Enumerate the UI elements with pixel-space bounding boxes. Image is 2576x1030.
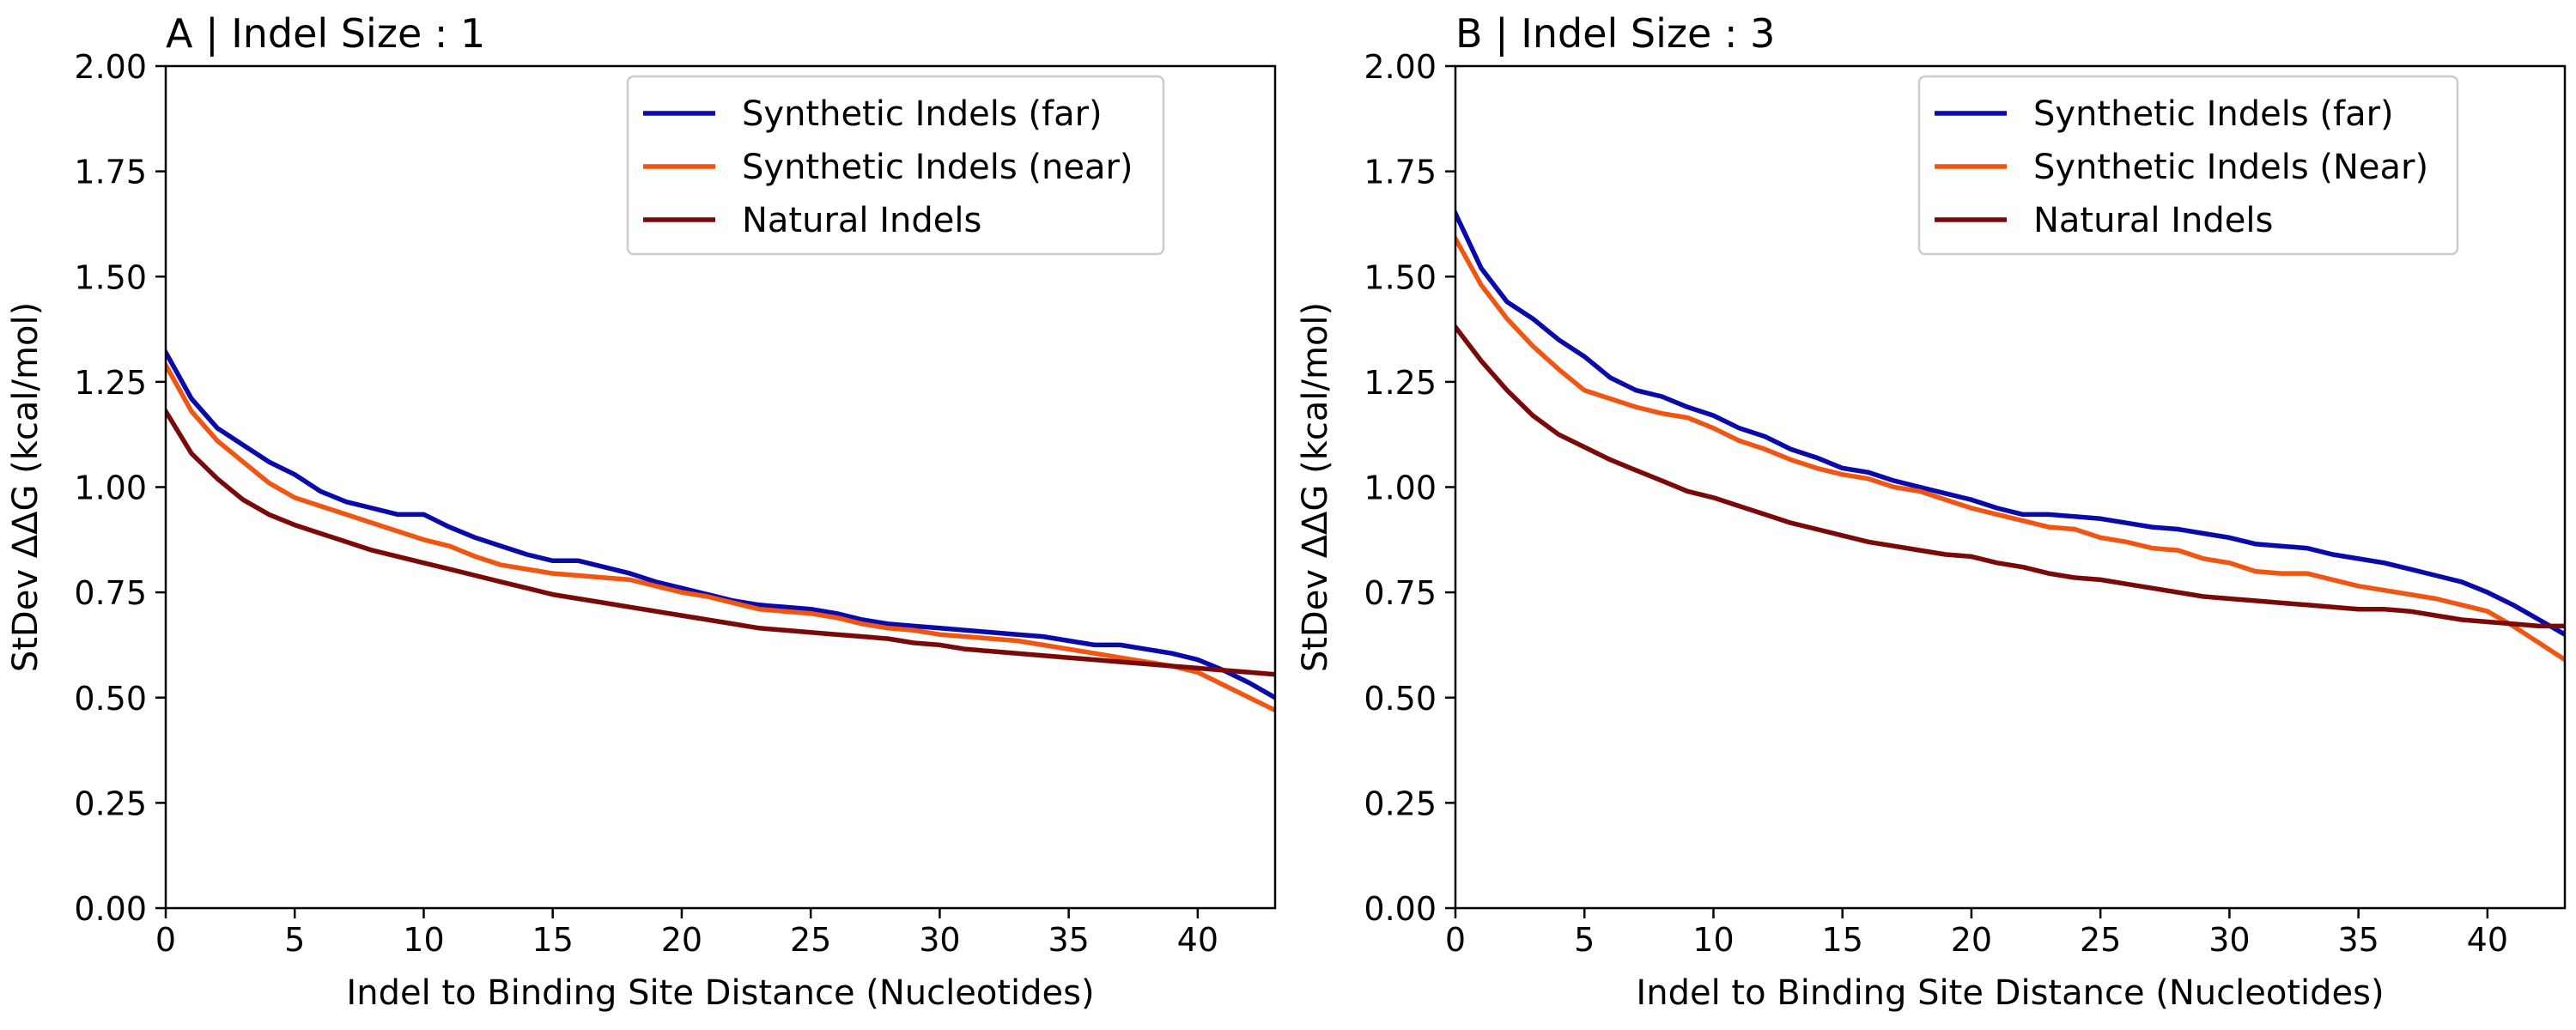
chart-title: B | Indel Size : 3 — [1455, 10, 1775, 58]
legend-box — [626, 75, 1165, 256]
x-tick-label: 25 — [2080, 921, 2121, 959]
x-tick-label: 30 — [919, 921, 960, 959]
y-tick-label: 1.25 — [1364, 364, 1437, 402]
x-tick-label: 35 — [1048, 921, 1089, 959]
series-line-2 — [1455, 235, 2565, 663]
y-tick-label: 1.25 — [74, 364, 147, 402]
x-tick-label: 20 — [661, 921, 702, 959]
y-tick-label: 1.00 — [1364, 470, 1437, 507]
x-tick-label: 35 — [2337, 921, 2379, 959]
series-line-3 — [1455, 324, 2565, 629]
y-axis-label: StDev ΔΔG (kcal/mol) — [1296, 302, 1335, 672]
legend-label: Synthetic Indels (far) — [742, 94, 1103, 134]
y-tick-label: 0.75 — [1364, 574, 1437, 612]
x-tick-label: 15 — [532, 921, 574, 959]
x-tick-label: 40 — [1177, 921, 1218, 959]
x-tick-label: 5 — [284, 921, 305, 959]
x-tick-label: 5 — [1574, 921, 1595, 959]
legend-label: Synthetic Indels (near) — [742, 148, 1133, 187]
series-line-3 — [166, 408, 1275, 677]
y-tick-label: 0.00 — [74, 890, 147, 928]
legend-label: Natural Indels — [742, 201, 981, 240]
x-tick-label: 30 — [2208, 921, 2250, 959]
legend-label: Synthetic Indels (far) — [2033, 94, 2394, 134]
x-tick-label: 20 — [1951, 921, 1992, 959]
legend: Synthetic Indels (far) Synthetic Indels (… — [626, 75, 1165, 256]
x-tick-label: 15 — [1822, 921, 1863, 959]
x-axis-label: Indel to Binding Site Distance (Nucleoti… — [346, 973, 1094, 1013]
x-tick-label: 10 — [403, 921, 444, 959]
legend-label: Synthetic Indels (Near) — [2033, 148, 2428, 187]
y-tick-label: 0.50 — [74, 680, 147, 718]
series-lines — [1455, 210, 2565, 663]
legend: Synthetic Indels (far) Synthetic Indels (… — [1917, 75, 2459, 256]
series-line-1 — [1455, 210, 2565, 638]
y-axis-label: StDev ΔΔG (kcal/mol) — [6, 302, 46, 672]
y-tick-label: 1.50 — [1364, 258, 1437, 296]
y-tick-label: 0.25 — [74, 785, 147, 822]
y-tick-label: 1.75 — [74, 154, 147, 191]
chart-title: A | Indel Size : 1 — [166, 10, 485, 58]
y-tick-label: 0.50 — [1364, 680, 1437, 718]
panel-a: 0 5 10 15 20 25 30 35 40 0.00 0.25 0.50 0.75 1.00 1.25… — [6, 10, 1277, 1013]
x-tick-label: 0 — [1445, 921, 1466, 959]
y-tick-label: 0.25 — [1364, 785, 1437, 822]
y-tick-label: 1.75 — [1364, 154, 1437, 191]
x-tick-label: 0 — [155, 921, 176, 959]
y-tick-label: 0.75 — [74, 574, 147, 612]
series-line-2 — [166, 361, 1275, 713]
y-tick-label: 0.00 — [1364, 890, 1437, 928]
legend-label: Natural Indels — [2033, 201, 2273, 240]
y-tick-label: 2.00 — [74, 48, 147, 86]
x-tick-label: 40 — [2467, 921, 2508, 959]
y-tick-label: 1.50 — [74, 258, 147, 296]
x-axis-label: Indel to Binding Site Distance (Nucleoti… — [1636, 973, 2384, 1013]
x-tick-label: 25 — [790, 921, 831, 959]
series-lines — [166, 348, 1275, 713]
x-tick-label: 10 — [1692, 921, 1734, 959]
y-tick-label: 1.00 — [74, 470, 147, 507]
panel-b: 0 5 10 15 20 25 30 35 40 0.00 0.25 0.50 0.75 1.00 1.25… — [1296, 10, 2567, 1013]
legend-box — [1917, 75, 2459, 256]
y-tick-label: 2.00 — [1364, 48, 1437, 86]
